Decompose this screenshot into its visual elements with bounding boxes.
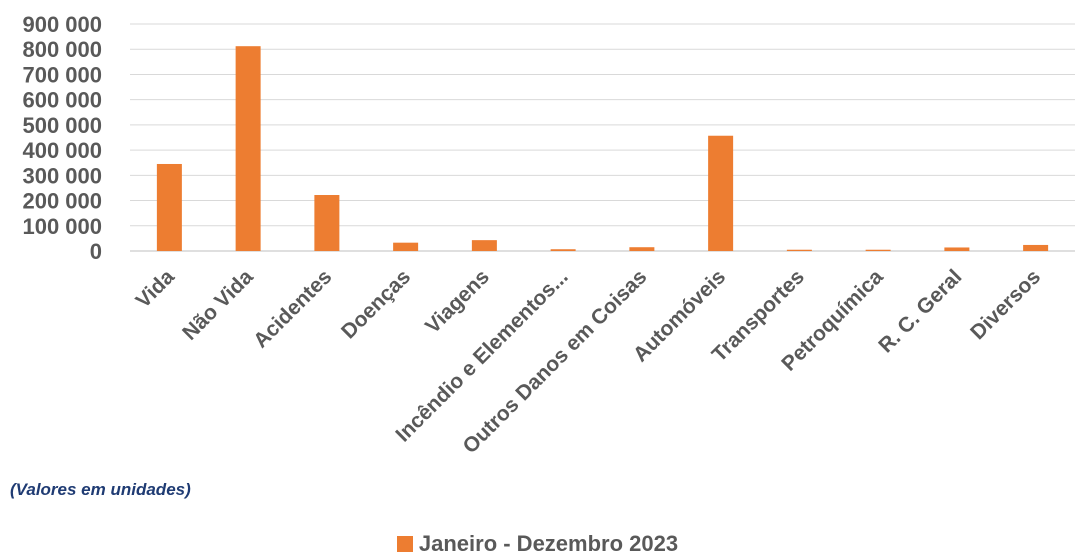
y-tick-label: 900 000 bbox=[22, 12, 102, 37]
bar bbox=[944, 247, 970, 251]
legend: Janeiro - Dezembro 2023 bbox=[0, 531, 1075, 557]
x-category-label: Viagens bbox=[421, 265, 494, 338]
x-category-label: Diversos bbox=[966, 265, 1045, 344]
y-tick-label: 200 000 bbox=[22, 189, 102, 214]
bar bbox=[708, 135, 734, 251]
gridlines bbox=[130, 23, 1075, 252]
bar bbox=[1023, 244, 1049, 251]
y-tick-label: 300 000 bbox=[22, 163, 102, 188]
bar bbox=[314, 195, 340, 251]
x-category-label: Doenças bbox=[337, 265, 415, 343]
bar bbox=[629, 247, 655, 251]
y-tick-label: 800 000 bbox=[22, 37, 102, 62]
y-tick-label: 500 000 bbox=[22, 113, 102, 138]
x-category-label: Acidentes bbox=[249, 265, 336, 352]
units-note: (Valores em unidades) bbox=[10, 480, 191, 499]
bar bbox=[393, 242, 419, 251]
x-category-label: Vida bbox=[132, 265, 180, 313]
y-tick-label: 0 bbox=[90, 239, 102, 264]
bars bbox=[156, 46, 1049, 251]
legend-swatch bbox=[396, 536, 413, 552]
y-tick-label: 700 000 bbox=[22, 62, 102, 87]
y-tick-label: 600 000 bbox=[22, 88, 102, 113]
bar bbox=[235, 46, 261, 251]
x-category-label: Não Vida bbox=[178, 265, 258, 345]
y-tick-label: 100 000 bbox=[22, 214, 102, 239]
bar bbox=[865, 249, 891, 251]
y-tick-label: 400 000 bbox=[22, 138, 102, 163]
bar bbox=[550, 249, 576, 251]
legend-label: Janeiro - Dezembro 2023 bbox=[418, 531, 679, 556]
bar bbox=[156, 163, 182, 251]
bar bbox=[786, 249, 812, 251]
bar bbox=[471, 240, 497, 251]
x-category-label: R. C. Geral bbox=[874, 265, 966, 357]
